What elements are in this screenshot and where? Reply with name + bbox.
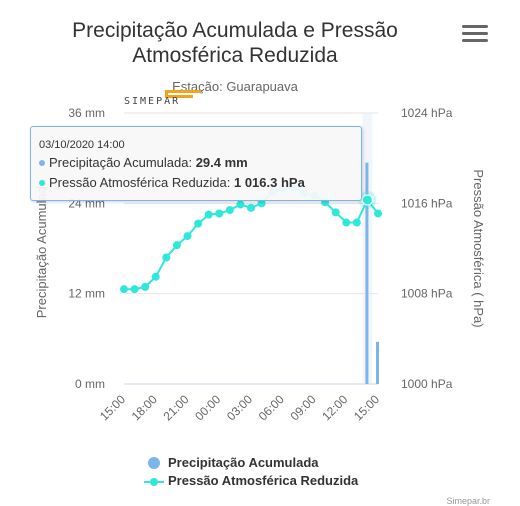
x-tick-label: 21:00 [160, 392, 191, 423]
precipitation-bar [365, 162, 369, 384]
pressure-point [225, 206, 234, 215]
y-left-axis-title: Precipitação Acumulada [34, 178, 49, 318]
pressure-point-hover [361, 194, 373, 206]
simepar-logo-text: SIMEPAR [124, 96, 181, 107]
chart-title: Precipitação Acumulada e Pressão Atmosfé… [72, 19, 398, 67]
credits-link[interactable]: Simepar.br [446, 496, 490, 506]
pressure-point [374, 209, 382, 218]
chart-subtitle: Estação: Guarapuava [172, 79, 298, 94]
y-right-tick-label: 1024 hPa [401, 106, 453, 120]
tooltip-row-precipitation: Precipitação Acumulada: 29.4 mm [39, 155, 248, 170]
y-right-tick-label: 1008 hPa [401, 287, 453, 301]
pressure-point [342, 218, 351, 227]
x-tick-label: 00:00 [192, 392, 223, 423]
simepar-logo: SIMEPAR [124, 90, 204, 108]
legend-pressure-label: Pressão Atmosférica Reduzida [168, 473, 359, 488]
pressure-point [120, 285, 128, 294]
hamburger-menu-icon[interactable] [462, 25, 488, 47]
x-tick-label: 12:00 [319, 392, 350, 423]
pressure-point [215, 209, 224, 218]
pressure-point [331, 208, 340, 217]
pressure-point [352, 218, 361, 227]
tooltip-pressure-label: Pressão Atmosférica Reduzida: [49, 175, 234, 190]
pressure-point [257, 199, 266, 208]
x-tick-label: 18:00 [129, 392, 160, 423]
tooltip-row-pressure: Pressão Atmosférica Reduzida: 1 016.3 hP… [39, 175, 305, 190]
x-tick-label: 15:00 [97, 392, 128, 423]
x-tick-label: 03:00 [224, 392, 255, 423]
legend-item-precipitation[interactable]: Precipitação Acumulada [146, 455, 358, 473]
tooltip-pressure-value: 1 016.3 hPa [233, 175, 305, 190]
legend-line-icon [144, 478, 164, 486]
y-left-tick-label: 12 mm [68, 287, 105, 301]
pressure-point [130, 285, 139, 294]
y-left-tick-label: 0 mm [75, 377, 105, 391]
y-left-tick-label: 36 mm [68, 106, 105, 120]
precipitation-dot-icon [39, 160, 45, 166]
legend-precipitation-label: Precipitação Acumulada [168, 455, 319, 470]
pressure-point [183, 232, 192, 241]
chart-legend: Precipitação Acumulada Pressão Atmosféri… [144, 455, 359, 491]
legend-item-pressure[interactable]: Pressão Atmosférica Reduzida [144, 473, 359, 491]
pressure-point [141, 282, 150, 291]
pressure-point [151, 272, 160, 281]
pressure-dot-icon [39, 180, 45, 186]
pressure-point [194, 219, 203, 228]
y-right-axis-title: Pressão Atmosférica ( hPa) [471, 169, 486, 327]
chart-tooltip: 03/10/2020 14:00 Precipitação Acumulada:… [30, 126, 362, 201]
tooltip-header: 03/10/2020 14:00 [39, 139, 125, 151]
pressure-line [124, 186, 379, 291]
x-tick-label: 15:00 [351, 392, 382, 423]
pressure-point [162, 253, 171, 262]
pressure-point [247, 203, 255, 212]
tooltip-precipitation-value: 29.4 mm [195, 155, 248, 170]
precipitation-bar [376, 341, 379, 384]
legend-bar-icon [148, 457, 160, 469]
tooltip-precipitation-label: Precipitação Acumulada: [49, 155, 196, 170]
x-tick-label: 06:00 [256, 392, 287, 423]
x-tick-label: 09:00 [287, 392, 318, 423]
y-right-tick-label: 1016 hPa [401, 196, 453, 210]
pressure-point [172, 241, 181, 250]
pressure-point [236, 200, 245, 209]
simepar-logo-mark [165, 90, 201, 98]
y-right-tick-label: 1000 hPa [401, 377, 453, 391]
pressure-point [204, 210, 213, 219]
